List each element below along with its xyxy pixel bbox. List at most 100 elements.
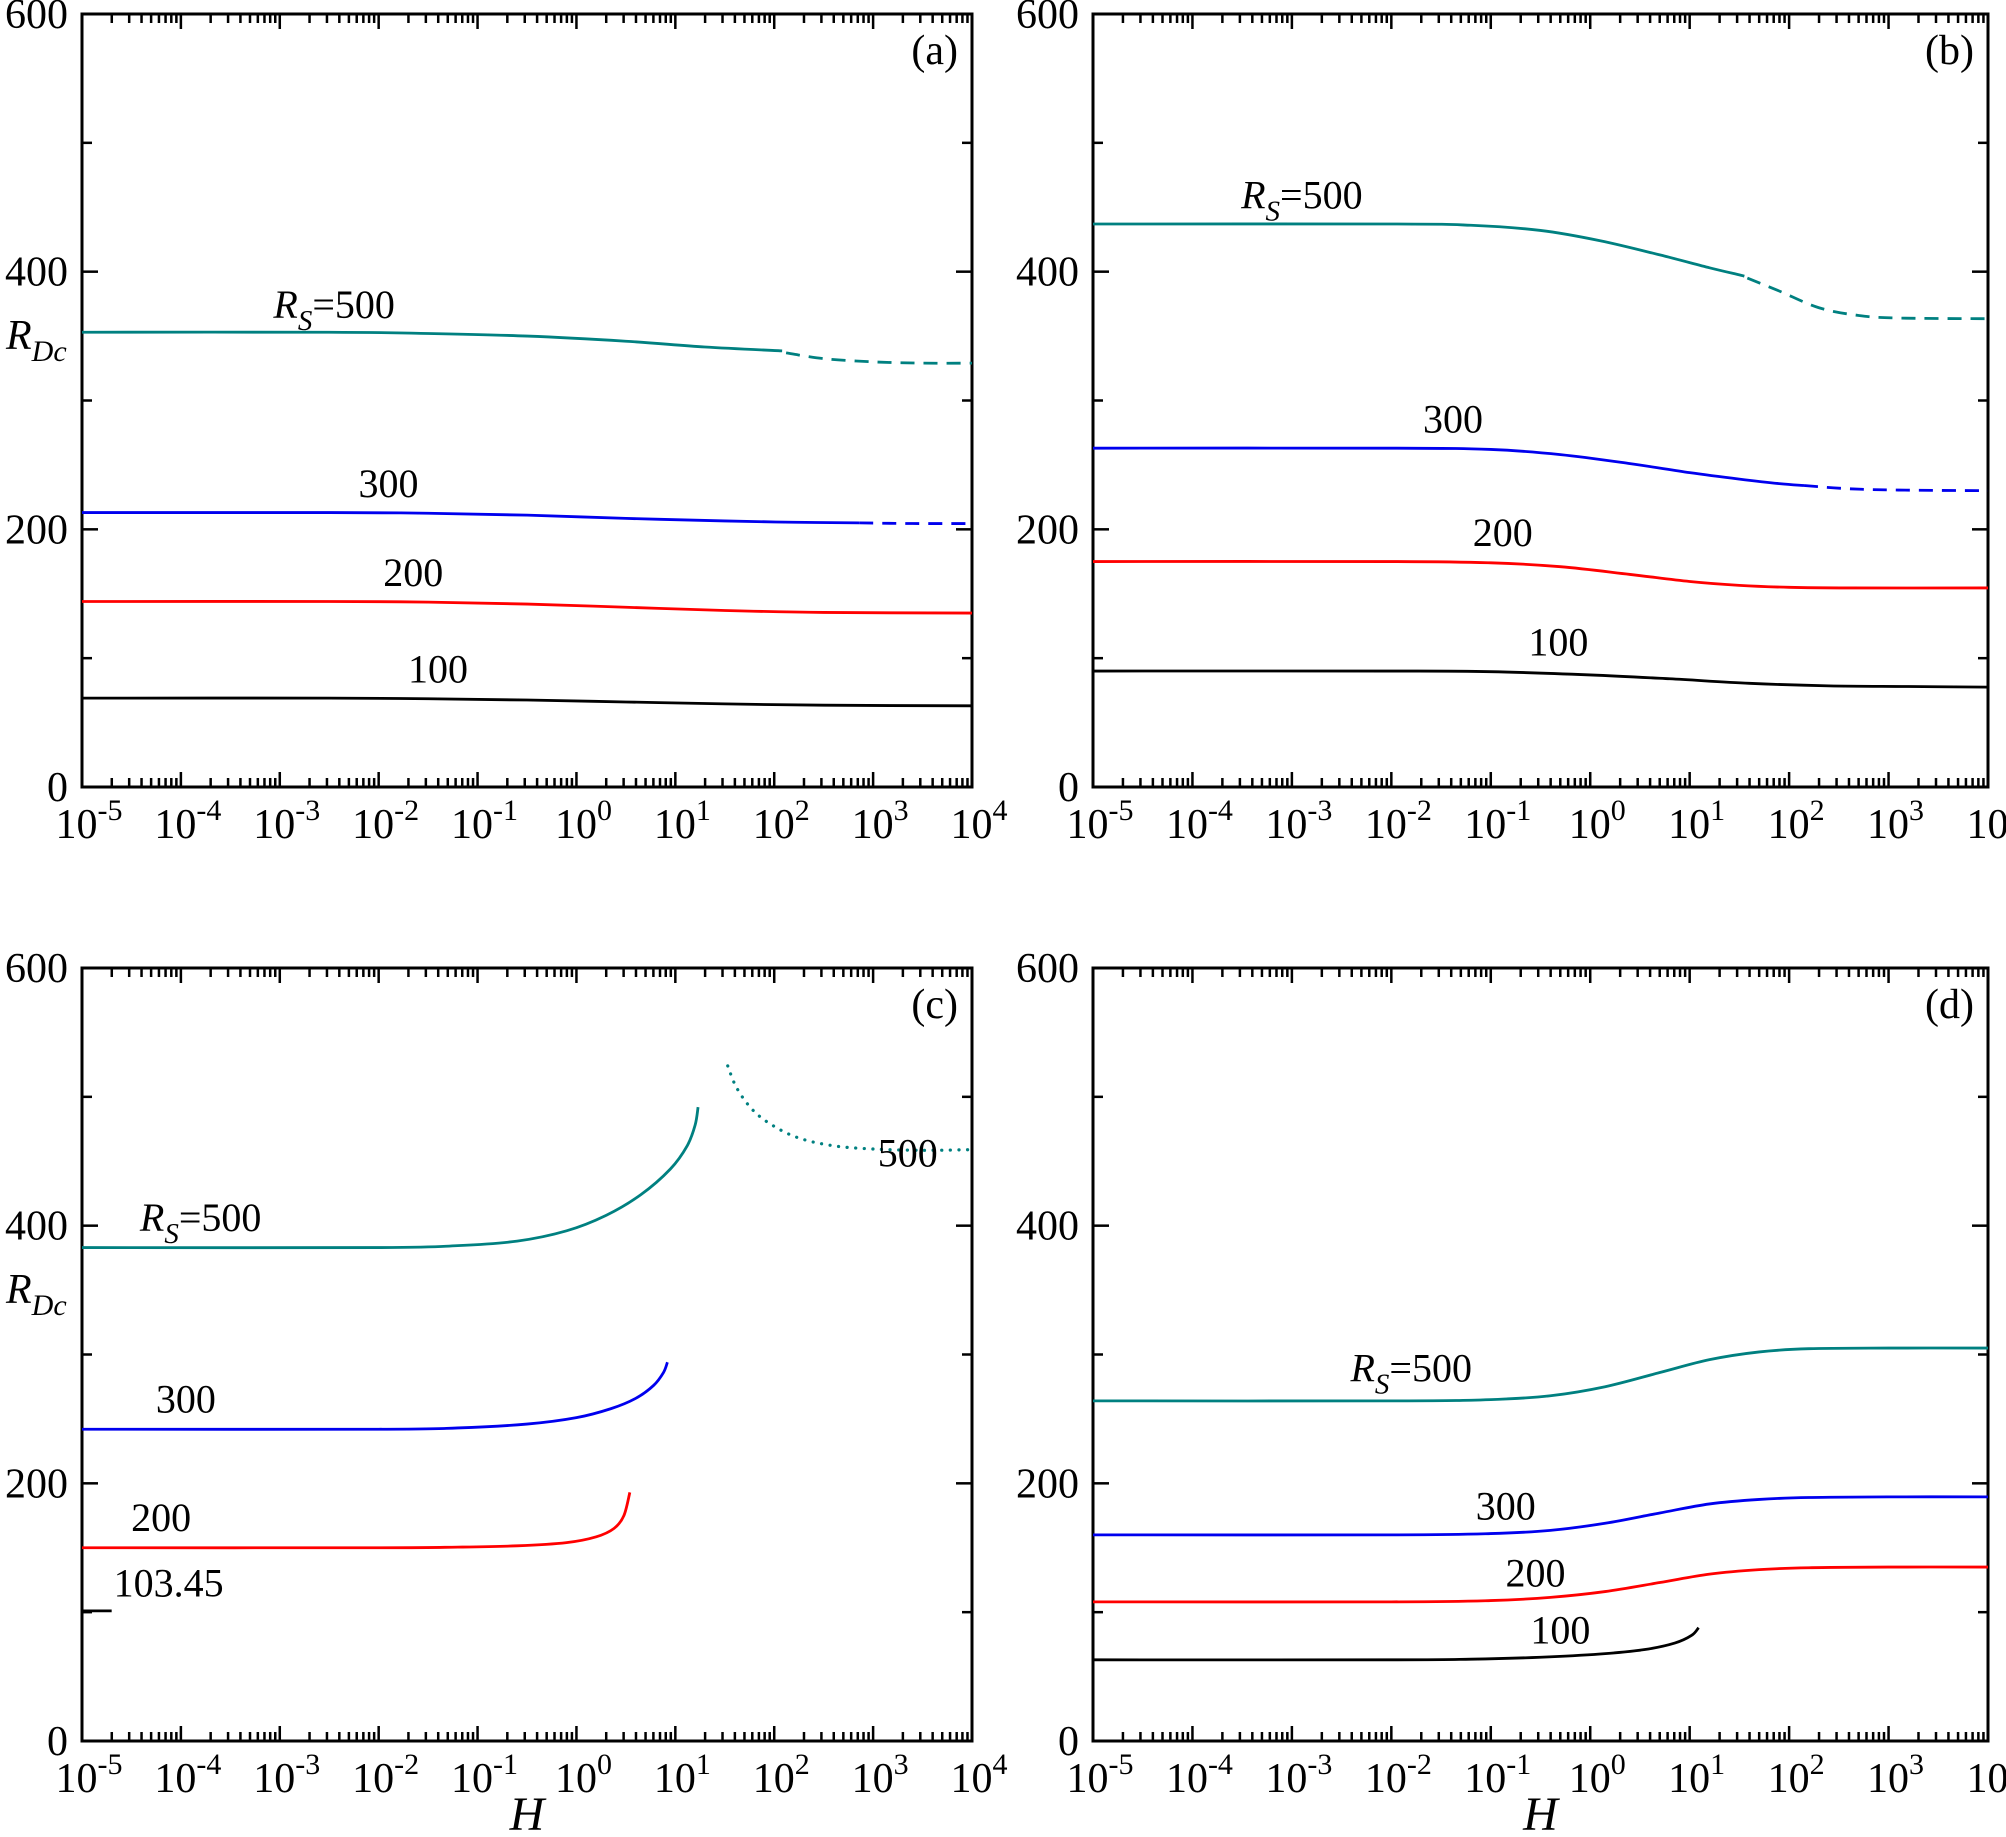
curve-label: 200 (383, 550, 443, 595)
x-tick-label: 10-4 (1166, 794, 1233, 848)
y-axis-label: RDc (5, 1267, 67, 1322)
y-tick-label: 0 (1058, 1719, 1079, 1765)
curve-rs=300 (1092, 446, 1805, 487)
x-axis-label: H (1522, 1788, 1560, 1837)
x-tick-label: 10-1 (1464, 794, 1531, 848)
curve-rs=500-unstable (785, 351, 973, 365)
panel-letter-a: (a) (911, 28, 958, 74)
curve-rs=500-unstable (1746, 276, 1989, 321)
curve-label: 200 (131, 1495, 191, 1540)
x-tick-label: 10-4 (1166, 1748, 1233, 1802)
curve-label: RS=500 (1240, 173, 1363, 228)
x-tick-label: 104 (951, 1748, 1008, 1802)
curve-rs=200 (81, 600, 973, 615)
x-tick-label: 10-5 (56, 1748, 123, 1802)
curve-label: 100 (1530, 1608, 1590, 1653)
x-tick-label: 101 (654, 1748, 711, 1802)
curve-label: RS=500 (139, 1195, 262, 1250)
x-tick-label: 10-3 (253, 794, 320, 848)
curve-label: 200 (1473, 510, 1533, 555)
curve-rs=300-unstable (1803, 484, 1989, 493)
y-tick-label: 0 (1058, 765, 1079, 811)
curve-rs=500 (1092, 222, 1745, 278)
curve-rs=300 (81, 511, 860, 525)
x-tick-label: 104 (951, 794, 1008, 848)
x-tick-label: 104 (1967, 1748, 2006, 1802)
curve-label: 300 (1476, 1483, 1536, 1528)
x-tick-label: 10-3 (253, 1748, 320, 1802)
y-tick-label: 200 (1016, 507, 1079, 553)
ticks (1091, 966, 1990, 1743)
axes-box (80, 966, 974, 1743)
x-tick-label: 10-5 (56, 794, 123, 848)
x-tick-label: 103 (1867, 794, 1924, 848)
x-tick-label: 10-1 (451, 794, 518, 848)
curve-rs=200 (81, 1492, 632, 1550)
x-tick-label: 100 (1569, 794, 1626, 848)
panel-b: 10-5 10-4 10-3 10-2 10-1 100 101 102 103 104 0 200 4… (1016, 0, 2006, 848)
curve-label: RS=500 (272, 282, 395, 337)
x-tick-label: 10-1 (1464, 1748, 1531, 1802)
y-tick-label: 400 (1016, 250, 1079, 296)
ticks (80, 12, 974, 789)
x-tick-label: 10-5 (1067, 794, 1134, 848)
curve-rs=300 (1092, 1495, 1989, 1537)
y-tick-label: 200 (5, 1461, 68, 1507)
x-tick-label: 10-5 (1067, 1748, 1134, 1802)
curve-label: 500 (878, 1130, 938, 1175)
y-tick-label: 200 (1016, 1461, 1079, 1507)
x-tick-label: 103 (852, 1748, 909, 1802)
curve-rs=300-unstable (859, 521, 973, 525)
x-tick-label: 101 (654, 794, 711, 848)
x-tick-label: 10-2 (352, 1748, 419, 1802)
curve-rs=500 (81, 330, 783, 353)
panel-letter-d: (d) (1925, 982, 1974, 1028)
x-tick-label: 10-1 (451, 1748, 518, 1802)
x-tick-label: 102 (753, 1748, 810, 1802)
curve-label: RS=500 (1349, 1346, 1472, 1401)
x-tick-label: 102 (1768, 794, 1825, 848)
x-tick-label: 10-4 (154, 1748, 221, 1802)
curve-rs=500 (1092, 1346, 1989, 1403)
ticks (80, 966, 974, 1743)
x-tick-label: 100 (1569, 1748, 1626, 1802)
y-tick-label: 600 (1016, 946, 1079, 992)
y-tick-label: 400 (5, 1204, 68, 1250)
x-tick-label: 100 (555, 794, 612, 848)
curve-label: 200 (1506, 1550, 1566, 1595)
curve-rs=500-unstable (726, 1064, 974, 1152)
x-tick-label: 104 (1967, 794, 2006, 848)
curve-label: 100 (408, 647, 468, 692)
y-tick-label: 400 (5, 250, 68, 296)
panel-a: 10-5 10-4 10-3 10-2 10-1 100 101 102 103 104 0 200 4… (5, 0, 1008, 848)
curve-rs=200 (1092, 560, 1989, 590)
panel-letter-b: (b) (1925, 28, 1974, 74)
curve-label: 103.45 (114, 1561, 224, 1606)
x-tick-label: 102 (753, 794, 810, 848)
curve-rs=100 (1092, 1626, 1700, 1662)
x-axis-label: H (509, 1788, 547, 1837)
curve-rs=100 (81, 696, 973, 708)
ticks (1091, 12, 1990, 789)
axes-box (80, 12, 974, 789)
y-tick-label: 600 (5, 0, 68, 38)
curve-label: 100 (1528, 620, 1588, 665)
x-tick-label: 103 (1867, 1748, 1924, 1802)
y-tick-label: 600 (5, 946, 68, 992)
x-tick-label: 101 (1668, 1748, 1725, 1802)
y-tick-label: 400 (1016, 1204, 1079, 1250)
curve-rs=300 (81, 1361, 669, 1431)
y-tick-label: 600 (1016, 0, 1079, 38)
x-tick-label: 10-2 (1365, 1748, 1432, 1802)
x-tick-label: 10-3 (1265, 794, 1332, 848)
panel-d: 10-5 10-4 10-3 10-2 10-1 100 101 102 103 104 0 200 4… (1016, 946, 2006, 1837)
curve-rs=100 (1092, 669, 1989, 689)
x-tick-label: 100 (555, 1748, 612, 1802)
curve-label: 300 (1423, 397, 1483, 442)
y-tick-label: 0 (47, 765, 68, 811)
x-tick-label: 10-3 (1265, 1748, 1332, 1802)
curve-rs=200 (1092, 1565, 1989, 1604)
panel-c: 10-5 10-4 10-3 10-2 10-1 100 101 102 103 104 0 200 4… (5, 946, 1008, 1837)
